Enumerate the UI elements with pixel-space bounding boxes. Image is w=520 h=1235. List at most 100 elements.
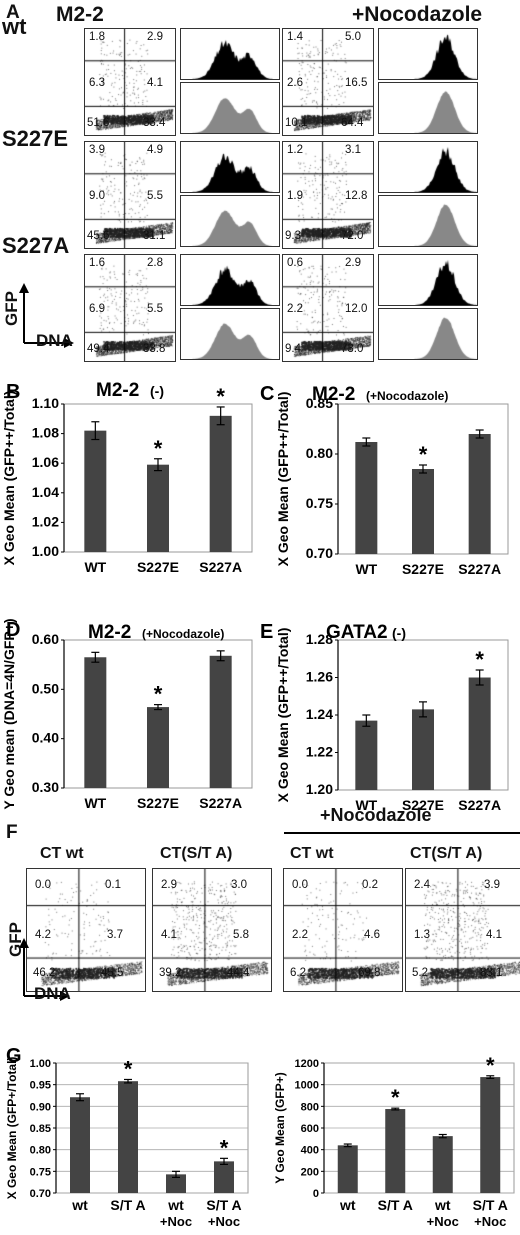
x-tick-label: S227A <box>458 797 501 813</box>
bar <box>214 1161 234 1193</box>
bar <box>147 707 169 788</box>
histogram-gray <box>378 195 478 247</box>
x-tick-label: S227A <box>458 561 501 577</box>
x-tick-label: S/T A <box>206 1197 241 1213</box>
panel-letter: G <box>6 1045 22 1067</box>
quadrant-value: 2.4 <box>414 879 430 891</box>
histogram-black <box>378 254 478 306</box>
dot-plot-canvas <box>283 255 373 361</box>
dot-plot-canvas <box>27 869 145 991</box>
quadrant-value: 2.2 <box>292 929 308 941</box>
dot-plot: 1.4 5.0 2.6 16.5 10.1 64.4 <box>282 28 374 136</box>
quadrant-value: 4.9 <box>147 144 163 156</box>
axis-label-dna-a: DNA <box>36 331 73 350</box>
histogram-canvas <box>379 142 477 192</box>
significance-star: * <box>124 1056 133 1081</box>
panel-letter: D <box>6 619 20 641</box>
x-tick-label: wt <box>339 1197 356 1213</box>
dot-plot: 0.0 0.1 4.2 3.7 46.2 45.5 <box>26 868 146 992</box>
y-tick-label: 1.06 <box>32 454 59 470</box>
quadrant-value: 9.3 <box>285 230 301 242</box>
quadrant-value: 51.6 <box>87 117 110 129</box>
dot-plot-canvas <box>283 29 373 135</box>
bar <box>84 430 107 552</box>
significance-star: * <box>391 1085 400 1110</box>
quadrant-value: 16.5 <box>345 77 368 89</box>
chart-subtitle: (+Nocodazole) <box>366 389 448 403</box>
chart-subtitle: (-) <box>392 625 406 641</box>
quadrant-value: 5.8 <box>233 929 249 941</box>
bar <box>209 415 232 552</box>
histogram-canvas <box>181 255 279 305</box>
y-tick-label: 0.85 <box>306 395 333 411</box>
quadrant-value: 4.2 <box>35 929 51 941</box>
axis-label-gfp-f: GFP <box>6 922 25 957</box>
dot-plot-canvas <box>283 142 373 248</box>
quadrant-value: 3.9 <box>484 879 500 891</box>
quadrant-value: 69.8 <box>358 967 381 979</box>
histogram-canvas <box>379 255 477 305</box>
y-tick-label: 0.50 <box>32 680 59 696</box>
dot-plot-canvas <box>406 869 520 991</box>
dot-plot: 1.6 2.8 6.9 5.5 49.4 33.8 <box>84 254 176 362</box>
y-axis-label: X Geo Mean (GFP++/Total) <box>275 392 291 567</box>
quadrant-value: 3.1 <box>345 144 361 156</box>
y-tick-label: 0.70 <box>30 1188 51 1200</box>
histogram-canvas <box>379 29 477 79</box>
dot-plot-canvas <box>153 869 271 991</box>
x-tick-label: S227E <box>137 795 179 811</box>
bar <box>432 1136 453 1193</box>
quadrant-value: 5.0 <box>345 31 361 43</box>
bar <box>118 1081 138 1193</box>
quadrant-value: 4.1 <box>486 929 502 941</box>
chart-title: M2-2 <box>96 380 139 401</box>
quadrant-value: 0.1 <box>105 879 121 891</box>
y-tick-label: 1.10 <box>32 395 59 411</box>
quadrant-value: 5.5 <box>147 303 163 315</box>
quadrant-value: 0.0 <box>35 879 51 891</box>
quadrant-value: 4.1 <box>147 77 163 89</box>
y-tick-label: 0.40 <box>32 730 59 746</box>
histogram-canvas <box>379 196 477 246</box>
quadrant-value: 44.4 <box>227 967 250 979</box>
histogram-canvas <box>181 309 279 359</box>
panel-a-title-left: M2-2 <box>56 3 104 26</box>
x-tick-label: S227E <box>137 559 179 575</box>
chart-title: GATA2 <box>326 622 388 643</box>
quadrant-value: 6.3 <box>89 77 105 89</box>
x-tick-label: S227E <box>402 561 444 577</box>
y-tick-label: 1.28 <box>306 631 333 647</box>
y-tick-label: 0.90 <box>30 1101 51 1113</box>
quadrant-value: 3.9 <box>89 144 105 156</box>
row-label: wt <box>2 14 27 39</box>
panel-a-title-right: +Nocodazole <box>352 3 483 26</box>
y-tick-label: 0.80 <box>306 445 333 461</box>
bar <box>355 720 378 790</box>
y-tick-label: 1.02 <box>32 513 59 529</box>
y-tick-label: 1.24 <box>306 706 333 722</box>
histogram-black <box>378 28 478 80</box>
dot-plot: 2.9 3.0 4.1 5.8 39.2 44.4 <box>152 868 272 992</box>
y-tick-label: 0.60 <box>32 631 59 647</box>
x-tick-label: +Noc <box>427 1214 459 1229</box>
quadrant-value: 1.4 <box>287 31 303 43</box>
axis-label-dna-f: DNA <box>34 984 71 1003</box>
x-tick-label: wt <box>434 1197 451 1213</box>
histogram-gray <box>180 82 280 134</box>
quadrant-value: 5.2 <box>412 967 428 979</box>
panel-f-header: +Nocodazole <box>320 805 432 825</box>
y-axis-label: Y Geo Mean (GFP+) <box>273 1072 287 1183</box>
quadrant-value: 2.9 <box>345 257 361 269</box>
quadrant-value: 9.4 <box>285 343 301 355</box>
bar <box>209 655 232 788</box>
quadrant-value: 45.6 <box>87 230 110 242</box>
quadrant-value: 2.9 <box>161 879 177 891</box>
significance-star: * <box>486 1053 495 1078</box>
quadrant-value: 64.4 <box>341 117 364 129</box>
panel-letter: C <box>260 383 274 405</box>
histogram-canvas <box>181 29 279 79</box>
